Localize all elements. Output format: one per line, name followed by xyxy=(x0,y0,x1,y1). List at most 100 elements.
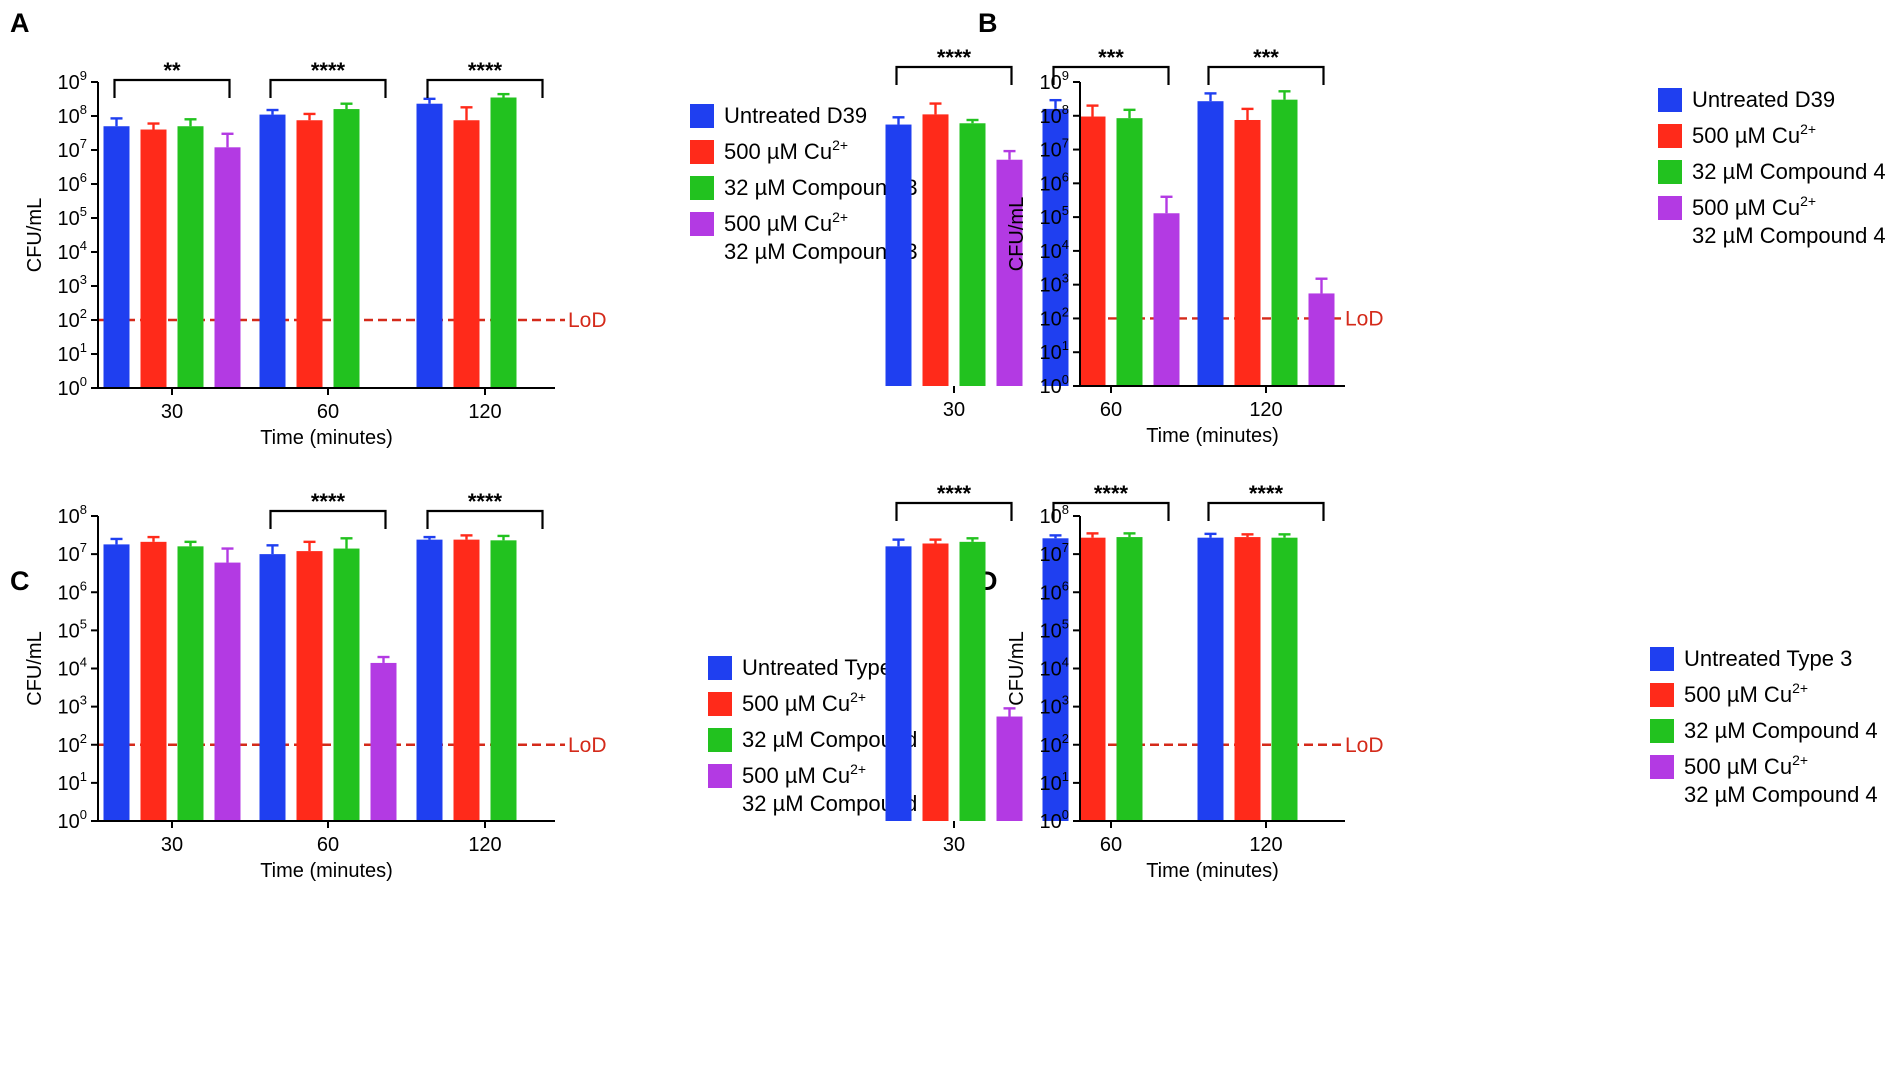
y-tick-label: 105 xyxy=(58,204,87,230)
legend-text: 500 µM Cu xyxy=(724,139,833,164)
y-tick-base: 10 xyxy=(58,620,80,642)
y-tick-base: 10 xyxy=(1040,207,1062,229)
bar xyxy=(885,124,912,386)
panel-c: C LoD 100 101 102 103 104 105 106 107 108 30 60 120 T… xyxy=(0,489,952,1079)
legend-text: 32 µM Compound 4 xyxy=(1692,223,1886,248)
bar xyxy=(259,554,286,821)
y-tick-exponent: 2 xyxy=(1062,304,1069,319)
legend-label-line: 500 µM Cu2+ xyxy=(1684,753,1878,781)
legend-text: 500 µM Cu xyxy=(1692,123,1801,148)
y-tick-exponent: 6 xyxy=(1062,169,1069,184)
bar xyxy=(885,546,912,821)
panel-label: B xyxy=(978,8,998,38)
bar xyxy=(922,543,949,821)
legend-swatch xyxy=(1650,647,1674,671)
bar xyxy=(103,126,130,389)
legend-item: 500 µM Cu2+ 32 µM Compound 4 xyxy=(1650,753,1878,809)
y-tick-label: 108 xyxy=(58,502,87,528)
significance-bracket xyxy=(113,78,231,98)
legend-swatch xyxy=(1650,683,1674,707)
legend-text: Untreated D39 xyxy=(1692,87,1836,112)
y-tick-label: 104 xyxy=(1040,237,1069,263)
bar xyxy=(296,551,323,821)
legend-label-line: Untreated D39 xyxy=(1692,86,1835,114)
y-tick-label: 105 xyxy=(1040,616,1069,642)
bar xyxy=(140,541,167,821)
y-tick-base: 10 xyxy=(58,310,80,332)
legend-label-line: 500 µM Cu2+ xyxy=(1692,194,1886,222)
x-axis-title: Time (minutes) xyxy=(260,427,393,449)
legend-label: Untreated Type 3 xyxy=(1684,645,1852,673)
legend-label: 32 µM Compound 4 xyxy=(1684,717,1878,745)
y-tick-base: 10 xyxy=(1040,376,1062,398)
y-tick-label: 103 xyxy=(58,272,87,298)
significance-bracket xyxy=(1052,65,1170,85)
y-tick-exponent: 4 xyxy=(1062,655,1069,670)
x-tick-label: 60 xyxy=(1100,834,1122,856)
legend-text: Untreated Type 3 xyxy=(742,655,911,680)
legend-text: 32 µM Compound 3 xyxy=(724,239,918,264)
legend-item: 500 µM Cu2+ xyxy=(690,138,918,166)
y-tick-exponent: 5 xyxy=(80,616,87,631)
y-axis-title: CFU/mL xyxy=(1006,197,1028,271)
significance-label: ** xyxy=(163,58,181,83)
bar xyxy=(1079,537,1106,821)
y-tick-base: 10 xyxy=(1040,106,1062,128)
y-tick-base: 10 xyxy=(1040,659,1062,681)
y-tick-label: 100 xyxy=(58,374,87,400)
y-tick-label: 107 xyxy=(1040,540,1069,566)
y-tick-exponent: 3 xyxy=(80,693,87,708)
legend-label: 32 µM Compound 4 xyxy=(1692,158,1886,186)
panel-a: A LoD 100 101 102 103 104 105 106 107 108 109 30 60 1… xyxy=(0,0,952,540)
legend-label: 500 µM Cu2+ 32 µM Compound 3 xyxy=(724,210,918,266)
y-tick-label: 104 xyxy=(58,238,87,264)
legend-swatch xyxy=(708,656,732,680)
legend-text: 500 µM Cu xyxy=(742,763,851,788)
significance-bracket xyxy=(895,65,1013,85)
y-tick-exponent: 6 xyxy=(80,578,87,593)
lod-label: LoD xyxy=(568,309,607,332)
legend-swatch xyxy=(1650,719,1674,743)
y-tick-label: 101 xyxy=(58,769,87,795)
y-tick-exponent: 4 xyxy=(1062,237,1069,252)
bar xyxy=(490,97,517,389)
legend-superscript: 2+ xyxy=(850,760,867,777)
panel-d: D LoD 100 101 102 103 104 105 106 107 108 30 60 120 T… xyxy=(885,481,1904,1079)
significance-bracket xyxy=(426,78,544,98)
legend-label: 500 µM Cu2+ xyxy=(1684,681,1808,709)
legend-label-line: Untreated Type 3 xyxy=(1684,645,1852,673)
y-tick-label: 103 xyxy=(1040,271,1069,297)
y-tick-base: 10 xyxy=(1040,544,1062,566)
y-tick-exponent: 3 xyxy=(1062,271,1069,286)
legend-b: Untreated D39 500 µM Cu2+ 32 µM Compound 4… xyxy=(1658,86,1886,258)
x-tick-label: 60 xyxy=(317,401,339,423)
legend-label-line: Untreated Type 3 xyxy=(742,654,910,682)
y-tick-exponent: 5 xyxy=(80,204,87,219)
bar xyxy=(453,120,480,388)
legend-text: 32 µM Compound 3 xyxy=(724,175,918,200)
y-tick-label: 106 xyxy=(58,170,87,196)
bar xyxy=(214,562,241,821)
legend-swatch xyxy=(690,104,714,128)
legend-item: Untreated D39 xyxy=(1658,86,1886,114)
significance-label: **** xyxy=(1094,481,1129,506)
legend-swatch xyxy=(1658,196,1682,220)
y-tick-base: 10 xyxy=(1040,620,1062,642)
bar xyxy=(996,159,1023,386)
legend-label: 500 µM Cu2+ 32 µM Compound 4 xyxy=(1692,194,1886,250)
legend-item: Untreated Type 3 xyxy=(708,654,936,682)
legend-swatch xyxy=(690,212,714,236)
legend-label: Untreated D39 xyxy=(1692,86,1835,114)
legend-label-line: Untreated D39 xyxy=(724,102,867,130)
y-axis-title: CFU/mL xyxy=(1006,631,1028,705)
y-tick-exponent: 9 xyxy=(1062,68,1069,83)
legend-label: 500 µM Cu2+ xyxy=(724,138,848,166)
bar xyxy=(103,544,130,821)
y-tick-exponent: 2 xyxy=(1062,731,1069,746)
significance-label: *** xyxy=(1253,45,1279,70)
y-tick-label: 103 xyxy=(1040,693,1069,719)
bar xyxy=(333,548,360,821)
bar xyxy=(922,114,949,386)
legend-swatch xyxy=(708,728,732,752)
